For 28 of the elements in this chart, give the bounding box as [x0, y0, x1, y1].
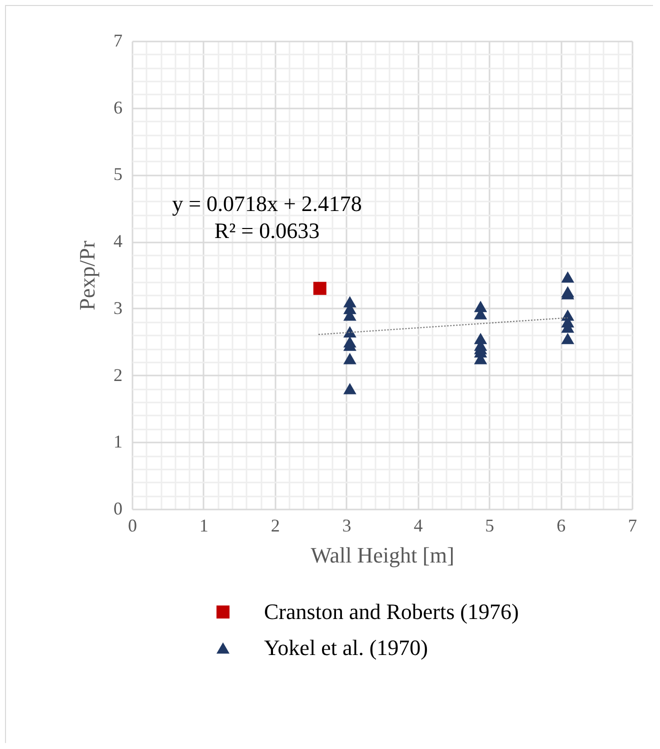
point — [343, 326, 356, 338]
annotation: R² = 0.0633 — [214, 218, 320, 243]
legend-label: Cranston and Roberts (1976) — [264, 599, 519, 624]
point — [343, 352, 356, 364]
legend-label: Yokel et al. (1970) — [264, 635, 428, 660]
x-tick-label: 5 — [485, 516, 494, 536]
y-tick-label: 7 — [114, 30, 122, 50]
y-tick-label: 2 — [114, 364, 122, 385]
point — [343, 383, 356, 394]
x-tick-label: 6 — [556, 516, 566, 536]
x-tick-label: 3 — [342, 516, 352, 536]
point — [313, 282, 326, 295]
y-tick-label: 0 — [114, 498, 122, 518]
annotation: y = 0.0718x + 2.4178 — [172, 191, 362, 216]
y-tick-label: 6 — [114, 97, 122, 118]
x-tick-label: 2 — [270, 516, 280, 536]
x-tick-label: 0 — [128, 516, 137, 536]
x-tick-label: 1 — [199, 516, 208, 536]
y-tick-label: 5 — [114, 164, 122, 184]
x-axis-title: Wall Height [m] — [310, 542, 454, 568]
y-tick-label: 1 — [114, 432, 122, 452]
x-tick-label: 7 — [628, 516, 637, 536]
y-axis-title: Pexp/Pr — [74, 240, 100, 310]
y-tick-label: 3 — [114, 298, 122, 318]
y-tick-label: 4 — [114, 231, 122, 252]
point — [561, 332, 574, 344]
point — [561, 271, 574, 283]
x-tick-label: 4 — [414, 516, 423, 536]
